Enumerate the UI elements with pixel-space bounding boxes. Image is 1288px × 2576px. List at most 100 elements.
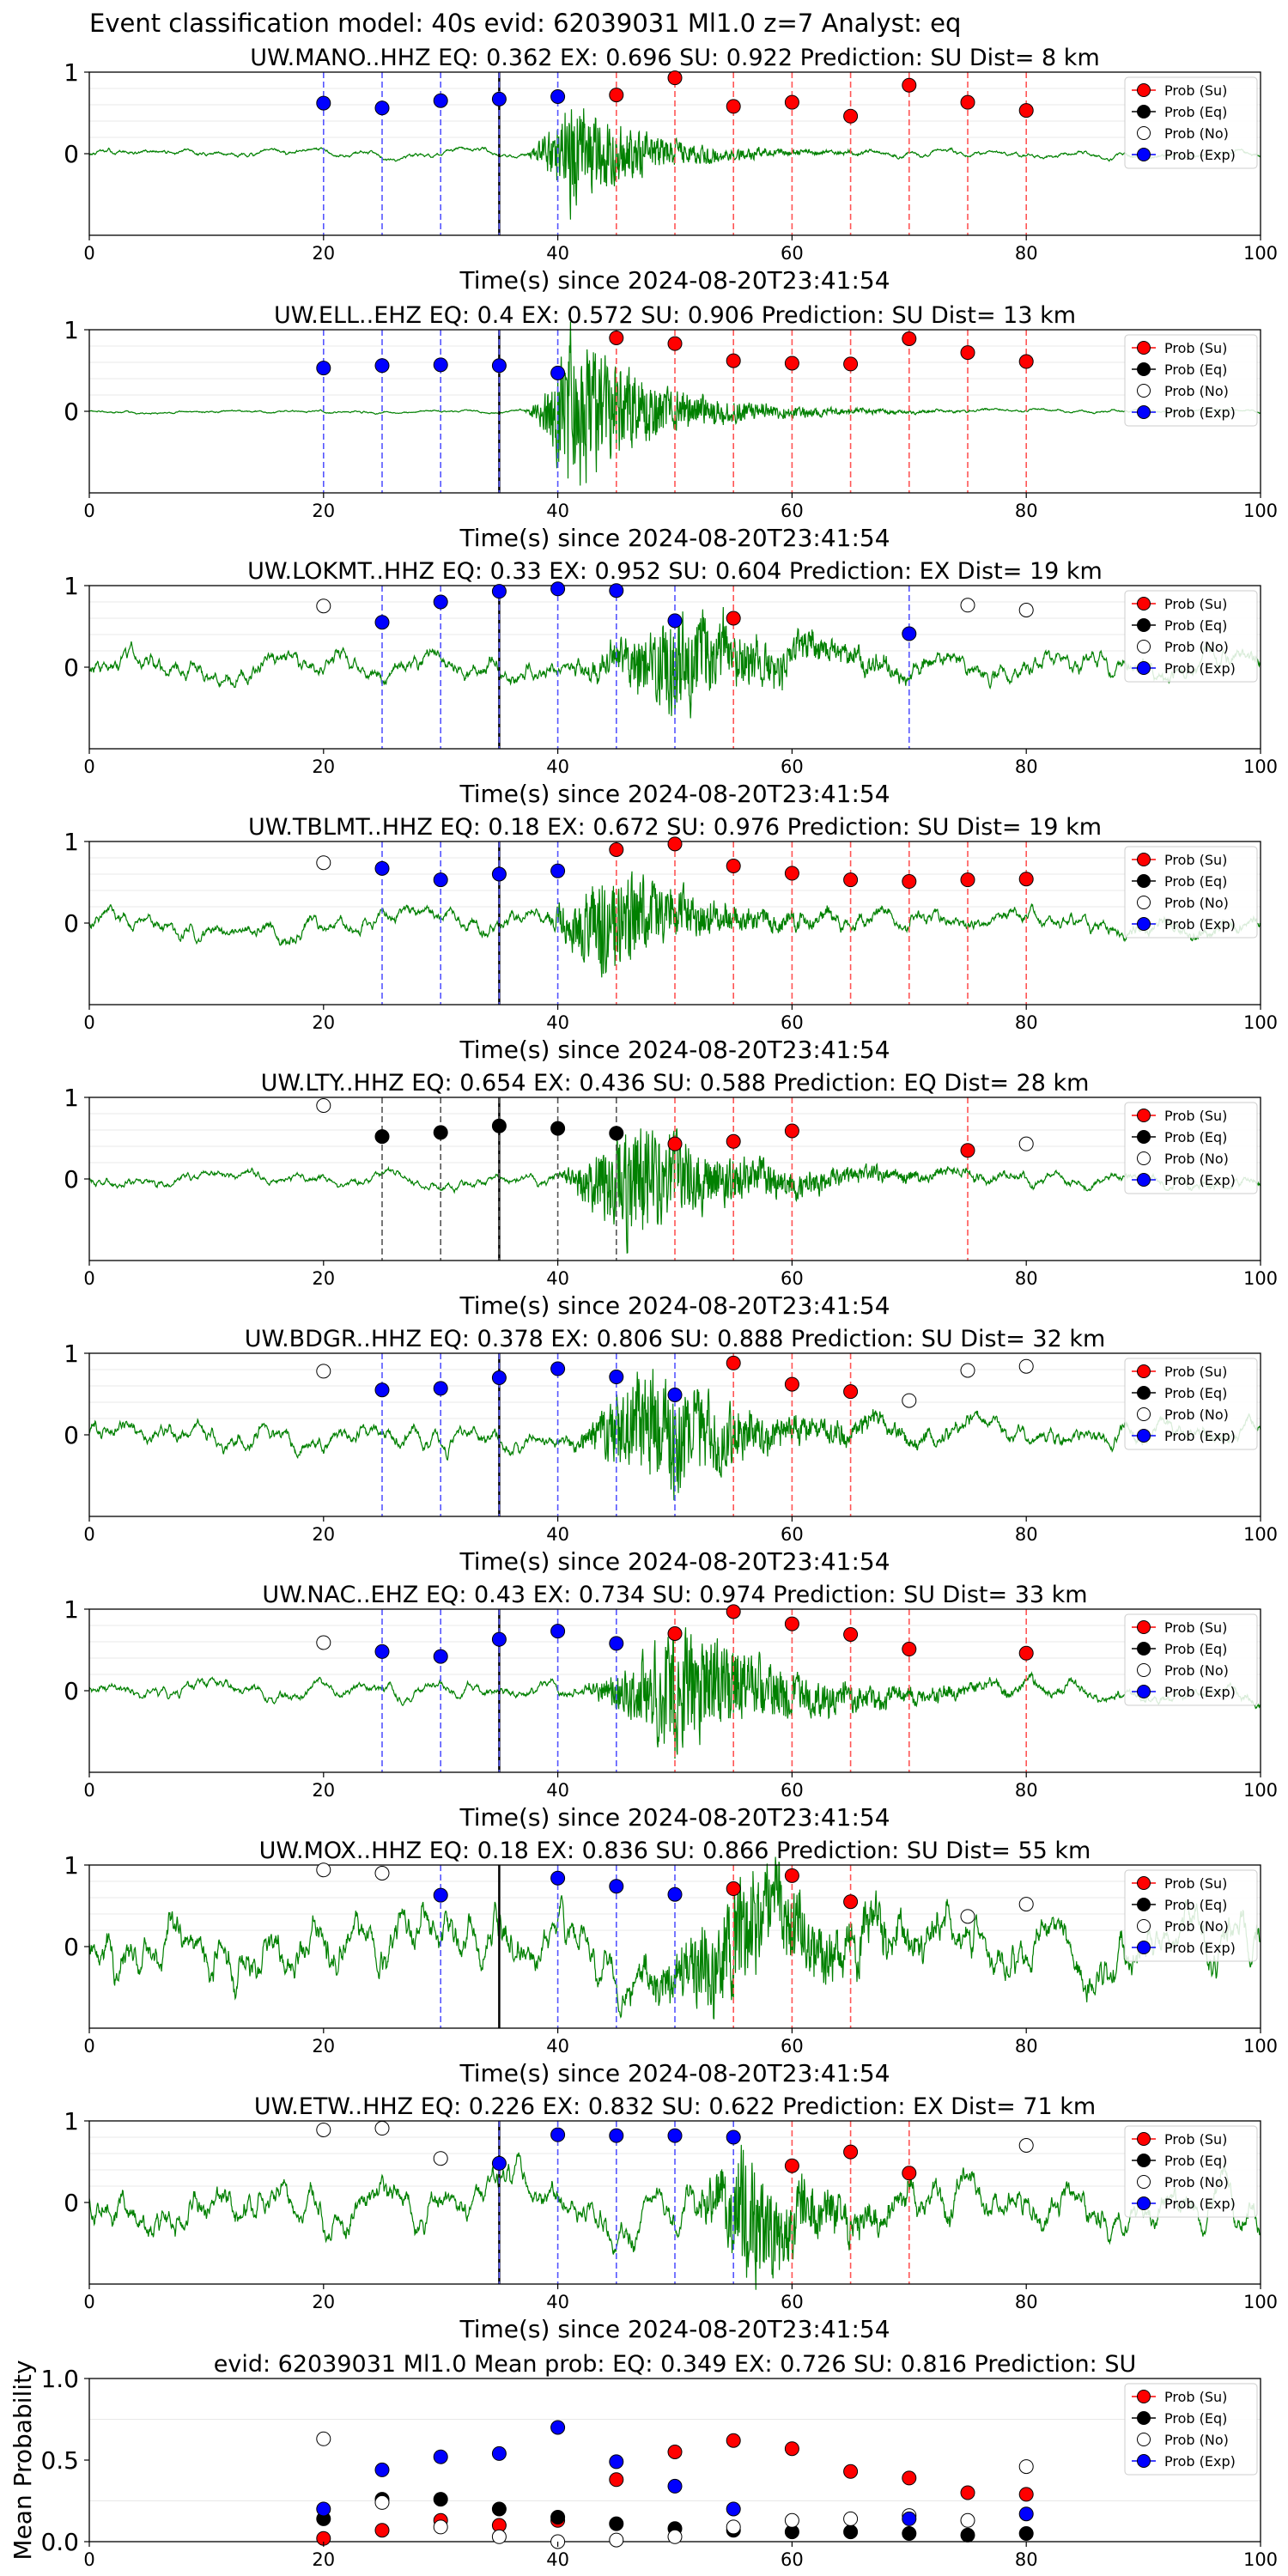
mean-point-no [433,2519,448,2535]
prob-point-su [1018,354,1034,369]
legend-label-su: Prob (Su) [1164,596,1227,612]
mean-point-no [609,2532,624,2548]
legend-marker-eq [1137,362,1151,376]
prob-point-no [433,2151,448,2166]
x-tick-label: 80 [1015,1268,1038,1289]
prob-point-exp [433,594,448,610]
prob-point-exp [433,1649,448,1664]
prob-point-no [1018,1897,1034,1912]
station-panel: UW.LOKMT..HHZ EQ: 0.33 EX: 0.952 SU: 0.6… [64,558,1278,808]
x-tick-label: 100 [1243,1012,1278,1033]
legend-marker-no [1137,1663,1151,1677]
mean-probability-panel: evid: 62039031 Ml1.0 Mean prob: EQ: 0.34… [9,2351,1278,2570]
prob-point-su [843,1384,859,1400]
x-tick-label: 0 [83,501,94,521]
prob-point-no [1018,603,1034,617]
legend-marker-su [1137,1876,1151,1890]
mean-point-eq [1018,2526,1034,2541]
prob-point-su [902,874,917,890]
legend-label-eq: Prob (Eq) [1164,361,1227,378]
y-tick-label: 1 [64,572,79,600]
prob-point-su [902,2166,917,2181]
y-tick-label: 0 [64,140,79,168]
legend-label-exp: Prob (Exp) [1164,1172,1236,1188]
mean-point-eq [433,2492,448,2507]
mean-point-su [784,2441,799,2457]
legend-box [1124,846,1258,939]
prob-point-eq [374,1129,390,1145]
legend-marker-eq [1137,1642,1151,1656]
prob-point-exp [609,2128,624,2143]
prob-point-no [1018,1136,1034,1151]
mean-point-no [960,2512,975,2528]
legend-marker-no [1137,1151,1151,1165]
legend-label-eq: Prob (Eq) [1164,1385,1227,1401]
prob-point-exp [550,365,566,380]
legend-label-exp: Prob (Exp) [1164,1684,1236,1700]
prob-point-su [784,1868,799,1883]
prob-point-su [726,859,741,873]
prob-point-exp [667,1886,683,1902]
legend-label-exp: Prob (Exp) [1164,916,1236,933]
prob-point-exp [491,358,507,374]
legend-marker-eq [1137,1130,1151,1144]
x-axis-label: Time(s) since 2024-08-20T23:41:54 [459,1547,890,1576]
prob-point-su [726,353,741,368]
legend-label-no: Prob (No) [1164,639,1229,655]
x-tick-label: 60 [781,1524,804,1545]
station-panel: UW.ETW..HHZ EQ: 0.226 EX: 0.832 SU: 0.62… [64,2093,1278,2343]
mean-point-su [374,2523,390,2538]
prob-point-exp [433,1381,448,1396]
prob-point-no [316,1098,331,1113]
legend-marker-no [1137,640,1151,653]
legend-marker-exp [1137,405,1151,419]
legend-marker-eq [1137,874,1151,888]
prob-point-su [667,1626,683,1641]
station-panel: UW.BDGR..HHZ EQ: 0.378 EX: 0.806 SU: 0.8… [64,1326,1278,1576]
legend-marker-exp [1137,148,1151,161]
axes-frame [88,2378,1261,2543]
y-tick-label: 1 [64,1851,79,1880]
prob-point-su [960,872,975,888]
mean-point-exp [667,2478,683,2494]
prob-point-exp [491,584,507,599]
prob-point-su [726,1881,741,1897]
x-tick-label: 40 [546,501,569,521]
x-tick-label: 0 [83,2549,94,2570]
x-tick-label: 0 [83,1268,94,1289]
prob-point-su [843,108,859,124]
y-tick-label: 1 [64,58,79,87]
mean-point-eq [550,2510,566,2524]
panel-title: UW.NAC..EHZ EQ: 0.43 EX: 0.734 SU: 0.974… [262,1582,1087,1608]
panel-title: UW.ETW..HHZ EQ: 0.226 EX: 0.832 SU: 0.62… [254,2093,1096,2120]
x-tick-label: 40 [546,2292,569,2312]
legend-label-su: Prob (Su) [1164,2389,1227,2405]
legend-marker-exp [1137,661,1151,675]
prob-point-no [374,2121,390,2136]
prob-point-no [1018,1358,1034,1374]
prob-point-no [316,1862,331,1878]
x-tick-label: 100 [1243,2549,1278,2570]
x-axis-label: Time(s) since 2024-08-20T23:41:54 [459,1803,890,1832]
legend-label-su: Prob (Su) [1164,1364,1227,1380]
mean-point-eq [491,2501,507,2517]
x-tick-label: 0 [83,2036,94,2057]
x-tick-label: 80 [1015,756,1038,777]
x-tick-label: 60 [781,2549,804,2570]
legend-marker-su [1137,2390,1151,2403]
x-tick-label: 40 [546,1268,569,1289]
y-tick-label: 0 [64,398,79,426]
mean-point-su [1018,2487,1034,2502]
prob-point-su [784,866,799,881]
prob-point-exp [726,2129,741,2145]
prob-point-exp [667,2128,683,2143]
station-panel: UW.MOX..HHZ EQ: 0.18 EX: 0.836 SU: 0.866… [64,1838,1278,2087]
legend-box [1124,1613,1258,1706]
y-tick-label: 1 [64,316,79,344]
mean-point-eq [960,2527,975,2543]
x-tick-label: 100 [1243,2292,1278,2312]
prob-point-exp [609,1636,624,1651]
prob-point-su [902,77,917,93]
x-tick-label: 60 [781,501,804,521]
mean-point-exp [902,2511,917,2526]
